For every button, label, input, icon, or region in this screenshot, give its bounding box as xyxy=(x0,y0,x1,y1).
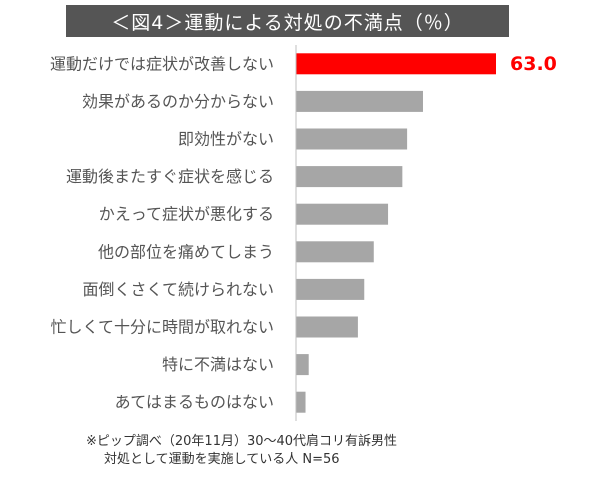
bar xyxy=(296,203,389,225)
category-label: 効果があるのか分からない xyxy=(82,92,274,111)
value-label: 63.0 xyxy=(510,53,557,75)
category-label: 面倒くさくて続けられない xyxy=(82,280,274,299)
bar xyxy=(296,391,306,413)
category-label: 運動だけでは症状が改善しない xyxy=(50,54,274,73)
value-labels: 63.0 xyxy=(510,53,557,75)
category-label: 即効性がない xyxy=(178,130,274,149)
bar-chart: 運動だけでは症状が改善しない効果があるのか分からない即効性がない運動後またすぐ症… xyxy=(50,45,557,421)
bar xyxy=(296,90,423,112)
bar xyxy=(296,241,374,263)
footnote-line-2: 対処として運動を実施している人 N=56 xyxy=(104,452,340,467)
category-label: 他の部位を痛めてしまう xyxy=(98,242,274,261)
category-label: 運動後またすぐ症状を感じる xyxy=(66,167,274,186)
category-label: 特に不満はない xyxy=(162,355,274,374)
bar xyxy=(296,166,403,188)
category-label: 忙しくて十分に時間が取れない xyxy=(50,318,274,337)
category-label: あてはまるものはない xyxy=(115,393,274,412)
category-label: かえって症状が悪化する xyxy=(99,205,274,224)
footnote-line-1: ※ピップ調べ（20年11月）30〜40代肩コリ有訴男性 xyxy=(86,434,398,449)
bar xyxy=(296,128,408,150)
chart-title: ＜図4＞運動による対処の不満点（％） xyxy=(66,5,509,37)
category-labels: 運動だけでは症状が改善しない効果があるのか分からない即効性がない運動後またすぐ症… xyxy=(50,54,274,411)
bar xyxy=(296,354,309,376)
bars xyxy=(296,53,496,413)
bar xyxy=(296,278,365,300)
bar xyxy=(296,316,358,338)
footnote: ※ピップ調べ（20年11月）30〜40代肩コリ有訴男性 対処として運動を実施して… xyxy=(86,433,397,469)
bar xyxy=(296,53,496,75)
